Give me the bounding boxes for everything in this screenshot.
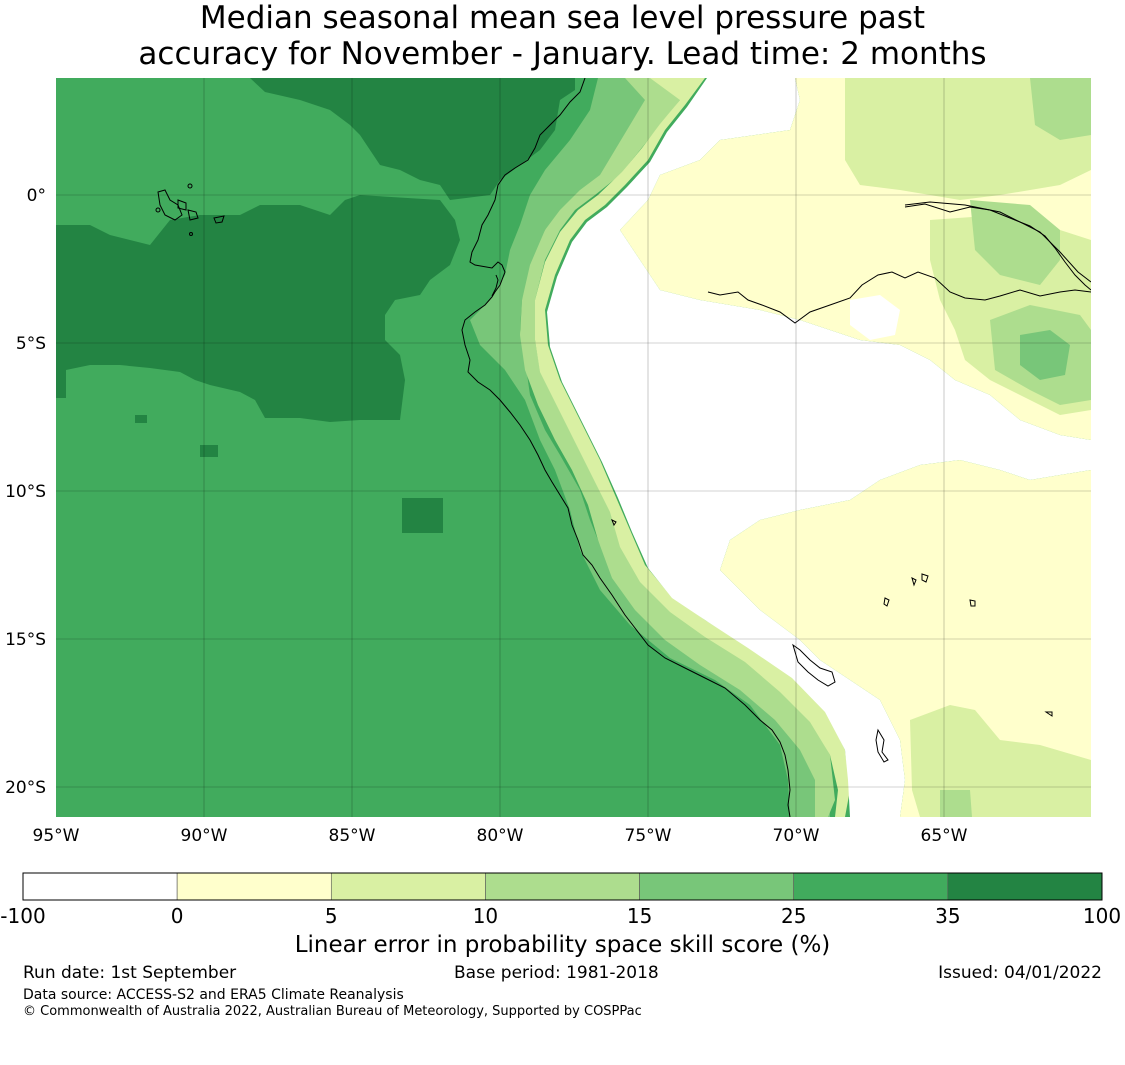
lon-label: 75°W <box>625 826 672 846</box>
galapagos-island-5 <box>187 183 193 189</box>
land-white-hole <box>850 295 900 340</box>
lon-label: 70°W <box>773 826 820 846</box>
colorbar-tick-label: 35 <box>935 904 960 928</box>
dark-patch-north <box>250 78 575 200</box>
lon-label: 80°W <box>477 826 524 846</box>
lat-label: 0° <box>27 186 46 206</box>
east-patch-10-15 <box>970 200 1060 285</box>
colorbar-segment <box>947 872 1103 901</box>
small-lake-4 <box>969 599 976 607</box>
small-lake-2 <box>921 573 929 583</box>
longitude-labels: 95°W 90°W 85°W 80°W 75°W 70°W 65°W <box>33 826 968 846</box>
colorbar <box>22 872 1103 901</box>
small-lake-3 <box>883 597 890 607</box>
colorbar-tick-labels: -100 0 5 10 15 25 35 100 <box>0 904 1121 928</box>
south-patch-10-15 <box>940 790 972 817</box>
title-line-2: accuracy for November - January. Lead ti… <box>138 36 987 72</box>
map-title: Median seasonal mean sea level pressure … <box>0 0 1125 72</box>
lon-label: 90°W <box>181 826 228 846</box>
galapagos-island-2 <box>177 199 187 211</box>
colorbar-segment <box>176 872 332 901</box>
lon-label: 85°W <box>329 826 376 846</box>
land-skill-0-5-south <box>720 460 1091 817</box>
dark-patch-central <box>56 195 460 422</box>
land-skill-negative <box>547 78 1091 817</box>
latitude-labels: 0° 5°S 10°S 15°S 20°S <box>5 186 46 798</box>
colorbar-tick-label: 100 <box>1083 904 1121 928</box>
galapagos-island-6 <box>189 232 193 236</box>
lon-label: 65°W <box>921 826 968 846</box>
galapagos-island-3 <box>187 209 199 221</box>
south-america-coastline <box>461 78 791 817</box>
galapagos-island-7 <box>155 207 161 213</box>
dark-patch-small-3 <box>135 415 147 423</box>
dark-patch-small-1 <box>200 445 218 457</box>
small-lake-1 <box>911 577 917 587</box>
galapagos-island-1 <box>157 189 183 221</box>
coastlines <box>155 78 1091 817</box>
lat-label: 10°S <box>5 482 46 502</box>
lake-poopo <box>875 728 889 763</box>
colorbar-tick-label: 10 <box>473 904 498 928</box>
colorbar-title: Linear error in probability space skill … <box>294 932 831 958</box>
colorbar-tick-label: 15 <box>627 904 652 928</box>
east-patch-10-15-b <box>1030 78 1091 140</box>
data-source: Data source: ACCESS-S2 and ERA5 Climate … <box>23 987 404 1003</box>
gulf-of-guayaquil <box>491 274 499 297</box>
gridlines <box>56 78 1091 817</box>
colorbar-segment <box>639 872 795 901</box>
copyright: © Commonwealth of Australia 2022, Austra… <box>23 1004 642 1019</box>
small-lake-6 <box>611 518 617 527</box>
amazon-river <box>707 271 1091 324</box>
run-date: Run date: 1st September <box>23 963 237 983</box>
skill-field <box>56 78 1091 817</box>
colorbar-segment <box>485 872 640 901</box>
east-patch-15-25 <box>1020 330 1070 380</box>
colorbar-tick-label: 25 <box>781 904 806 928</box>
amazon-tributary-north <box>904 203 1091 291</box>
coastal-band-10-15 <box>520 78 835 817</box>
colorbar-segment <box>793 872 949 901</box>
east-patch-5-10-north <box>845 78 1091 200</box>
colorbar-tick-label: 0 <box>171 904 184 928</box>
colorbar-segment <box>22 872 178 901</box>
issued-date: Issued: 04/01/2022 <box>938 963 1102 983</box>
base-period: Base period: 1981-2018 <box>454 963 659 983</box>
dark-patch-small-2 <box>402 498 443 533</box>
lake-titicaca <box>792 643 836 687</box>
lat-label: 5°S <box>16 334 46 354</box>
east-patch-5-10-south <box>910 705 1091 817</box>
title-line-1: Median seasonal mean sea level pressure … <box>199 0 926 36</box>
galapagos-island-4 <box>213 215 225 224</box>
small-lake-5 <box>1044 711 1053 717</box>
lon-label: 95°W <box>33 826 80 846</box>
lat-label: 15°S <box>5 630 46 650</box>
colorbar-tick-label: 5 <box>325 904 338 928</box>
colorbar-segment <box>330 872 486 901</box>
amazon-tributary-north-2 <box>904 201 1091 283</box>
coastal-band-15-25 <box>470 78 830 817</box>
lat-label: 20°S <box>5 778 46 798</box>
colorbar-tick-label: -100 <box>0 904 45 928</box>
colorbar-outline <box>22 872 1103 901</box>
